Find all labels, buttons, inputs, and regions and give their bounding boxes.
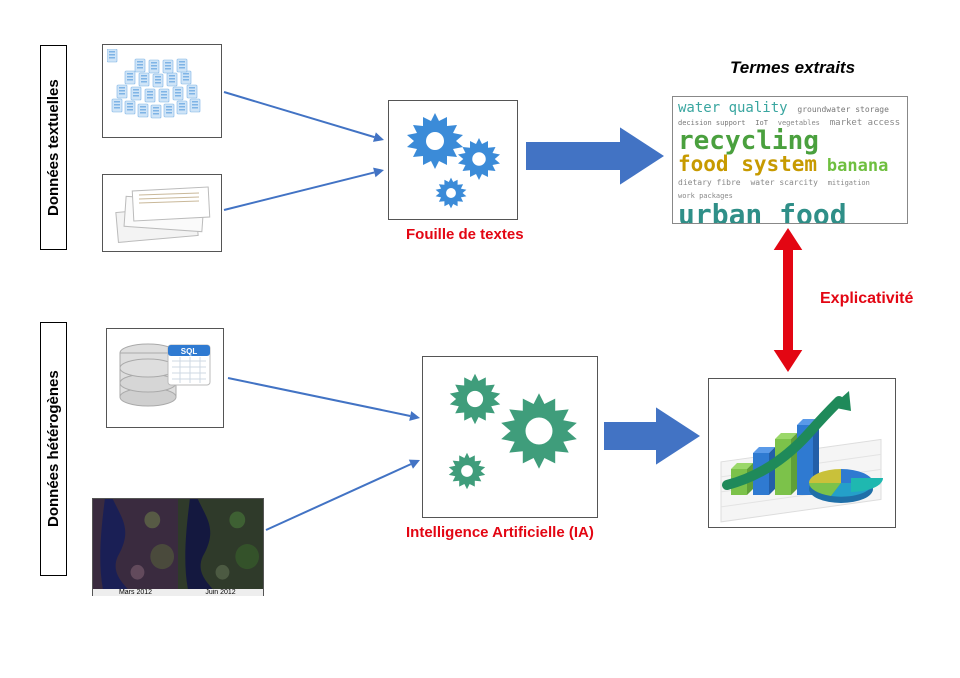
wordcloud-term: water quality bbox=[678, 101, 788, 115]
node-documents-grid bbox=[102, 44, 222, 138]
wordcloud-term: market access bbox=[830, 119, 900, 128]
node-database: SQL bbox=[106, 328, 224, 428]
wordcloud-term: groundwater storage bbox=[797, 106, 889, 114]
wordcloud-term: dietary fibre bbox=[678, 179, 741, 187]
wordcloud-term: banana bbox=[827, 158, 888, 175]
section-hetero-data: Données hétérogènes bbox=[40, 322, 67, 576]
node-satellite: Mars 2012Juin 2012 bbox=[92, 498, 264, 596]
wordcloud-term: urban food bbox=[678, 201, 847, 224]
node-documents-papers bbox=[102, 174, 222, 252]
diagram-canvas: Données textuelles Données hétérogènes bbox=[0, 0, 960, 678]
section-text-data: Données textuelles bbox=[40, 45, 67, 250]
node-wordcloud: water quality groundwater storage decisi… bbox=[672, 96, 908, 224]
sql-badge-text: SQL bbox=[181, 347, 198, 356]
wordcloud-term: recycling bbox=[678, 128, 819, 154]
sat-caption-1: Mars 2012 bbox=[93, 589, 178, 596]
sat-caption-2: Juin 2012 bbox=[178, 589, 263, 596]
label-text-mining: Fouille de textes bbox=[406, 226, 524, 243]
label-terms-title: Termes extraits bbox=[730, 58, 855, 78]
label-ai: Intelligence Artificielle (IA) bbox=[406, 524, 594, 541]
wordcloud-term: mitigation bbox=[828, 180, 870, 187]
node-text-mining bbox=[388, 100, 518, 220]
wordcloud-term: food system bbox=[678, 154, 817, 175]
wordcloud-term: water scarcity bbox=[750, 179, 817, 187]
label-explicativite: Explicativité bbox=[820, 290, 913, 308]
node-ai bbox=[422, 356, 598, 518]
node-analytics bbox=[708, 378, 896, 528]
